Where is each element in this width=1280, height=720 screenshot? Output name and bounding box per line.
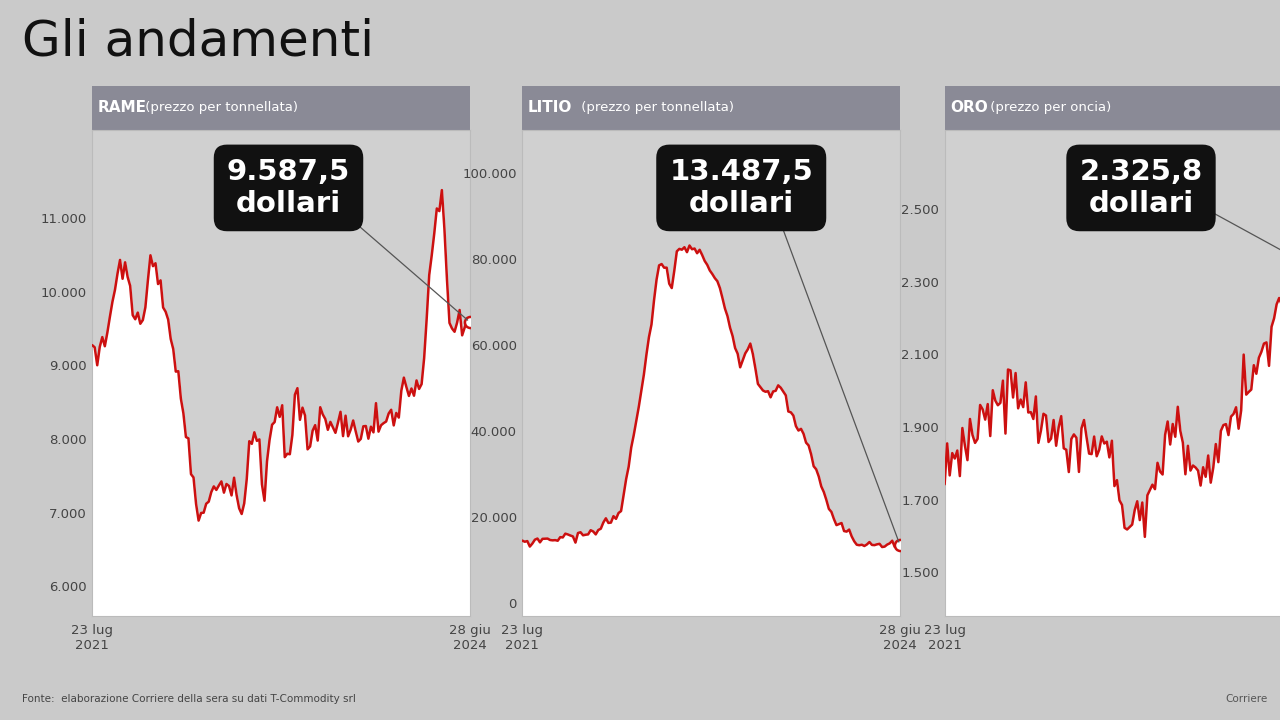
- Text: 9.587,5
dollari: 9.587,5 dollari: [227, 158, 351, 218]
- Text: Corriere: Corriere: [1225, 694, 1267, 704]
- Text: (prezzo per tonnellata): (prezzo per tonnellata): [577, 102, 733, 114]
- Text: Fonte:  elaborazione Corriere della sera su dati T-Commodity srl: Fonte: elaborazione Corriere della sera …: [22, 694, 356, 704]
- Text: 13.487,5
dollari: 13.487,5 dollari: [669, 158, 813, 218]
- Text: Gli andamenti: Gli andamenti: [22, 18, 374, 66]
- Text: ORO: ORO: [950, 101, 988, 115]
- Text: (prezzo per tonnellata): (prezzo per tonnellata): [141, 102, 298, 114]
- Text: LITIO: LITIO: [527, 101, 572, 115]
- Text: 2.325,8
dollari: 2.325,8 dollari: [1079, 158, 1202, 218]
- Text: (prezzo per oncia): (prezzo per oncia): [986, 102, 1111, 114]
- Text: RAME: RAME: [97, 101, 147, 115]
